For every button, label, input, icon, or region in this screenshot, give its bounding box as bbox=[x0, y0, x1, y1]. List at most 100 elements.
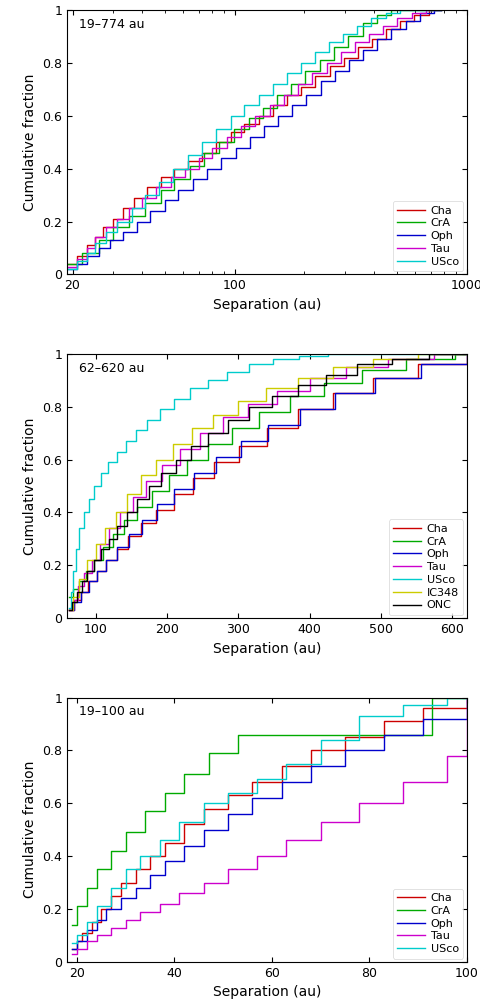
Oph bbox=[237, 435, 243, 447]
IC348 bbox=[153, 454, 158, 466]
Cha bbox=[463, 348, 468, 360]
USco bbox=[70, 564, 76, 576]
ONC bbox=[134, 493, 140, 505]
Line: Tau: Tau bbox=[72, 697, 466, 954]
CrA bbox=[171, 173, 177, 185]
Oph bbox=[463, 691, 468, 703]
Tau bbox=[408, 7, 414, 19]
Oph bbox=[332, 388, 337, 400]
USco bbox=[396, 4, 402, 16]
Oph bbox=[154, 498, 160, 510]
USco bbox=[312, 46, 317, 58]
CrA bbox=[84, 882, 89, 894]
USco bbox=[85, 493, 91, 505]
USco bbox=[103, 226, 109, 238]
Line: USco: USco bbox=[72, 697, 466, 944]
USco bbox=[113, 446, 119, 458]
Tau bbox=[97, 538, 103, 550]
Tau bbox=[306, 372, 312, 384]
CrA bbox=[126, 210, 132, 222]
Tau bbox=[108, 922, 114, 934]
Tau bbox=[137, 906, 143, 918]
Tau bbox=[394, 12, 399, 24]
USco bbox=[98, 467, 104, 479]
ONC bbox=[79, 575, 84, 587]
Tau bbox=[195, 152, 201, 164]
CrA bbox=[463, 691, 468, 703]
USco bbox=[296, 351, 301, 363]
Cha bbox=[74, 249, 80, 262]
IC348 bbox=[235, 396, 241, 408]
Oph bbox=[103, 903, 109, 915]
Oph bbox=[190, 467, 196, 479]
Tau bbox=[323, 57, 329, 69]
CrA bbox=[79, 247, 85, 260]
USco bbox=[254, 774, 260, 786]
USco bbox=[81, 506, 86, 518]
CrA bbox=[288, 78, 293, 90]
Oph bbox=[278, 777, 284, 789]
IC348 bbox=[414, 348, 420, 360]
Tau bbox=[126, 202, 132, 214]
Tau bbox=[351, 36, 357, 48]
Tau bbox=[295, 78, 300, 90]
USco bbox=[269, 353, 275, 365]
IC348 bbox=[138, 469, 144, 481]
X-axis label: Separation (au): Separation (au) bbox=[212, 298, 321, 312]
USco bbox=[187, 382, 192, 394]
Cha bbox=[236, 440, 241, 452]
Oph bbox=[120, 226, 126, 238]
ONC bbox=[106, 533, 111, 545]
CrA bbox=[359, 17, 365, 29]
Oph bbox=[296, 403, 302, 415]
Tau bbox=[463, 691, 468, 703]
USco bbox=[204, 374, 210, 386]
CrA bbox=[134, 501, 140, 513]
IC348 bbox=[210, 409, 216, 421]
Cha bbox=[185, 154, 191, 166]
USco bbox=[283, 67, 289, 79]
Oph bbox=[345, 54, 351, 66]
IC348 bbox=[330, 361, 336, 373]
Oph bbox=[94, 564, 99, 576]
ONC bbox=[114, 520, 120, 532]
CrA bbox=[387, 4, 393, 16]
USco bbox=[84, 247, 89, 260]
Cha bbox=[132, 864, 138, 876]
Oph bbox=[175, 183, 180, 195]
Cha bbox=[200, 803, 206, 815]
USco bbox=[246, 359, 252, 371]
Cha bbox=[69, 943, 75, 955]
USco bbox=[444, 691, 449, 703]
Tau bbox=[103, 220, 109, 232]
Cha bbox=[211, 456, 216, 468]
USco bbox=[157, 403, 163, 415]
CrA bbox=[437, 4, 443, 16]
CrA bbox=[380, 728, 386, 740]
Cha bbox=[198, 146, 204, 158]
CrA bbox=[316, 54, 322, 66]
USco bbox=[356, 348, 362, 360]
USco bbox=[227, 110, 233, 122]
Oph bbox=[171, 483, 177, 495]
Line: Tau: Tau bbox=[69, 354, 466, 610]
Tau bbox=[114, 212, 120, 224]
USco bbox=[382, 7, 388, 19]
Tau bbox=[399, 777, 405, 789]
Tau bbox=[130, 491, 135, 503]
USco bbox=[69, 938, 75, 950]
ONC bbox=[388, 353, 394, 365]
CrA bbox=[76, 575, 82, 587]
Cha bbox=[298, 81, 304, 93]
Tau bbox=[159, 459, 165, 471]
Oph bbox=[416, 7, 422, 19]
IC348 bbox=[169, 438, 175, 450]
CrA bbox=[273, 88, 279, 100]
Tau bbox=[197, 427, 203, 439]
Tau bbox=[74, 253, 80, 265]
USco bbox=[317, 733, 323, 745]
CrA bbox=[228, 422, 234, 434]
CrA bbox=[142, 806, 148, 818]
CrA bbox=[463, 348, 468, 360]
Legend: Cha, CrA, Oph, Tau, USco: Cha, CrA, Oph, Tau, USco bbox=[392, 889, 462, 959]
